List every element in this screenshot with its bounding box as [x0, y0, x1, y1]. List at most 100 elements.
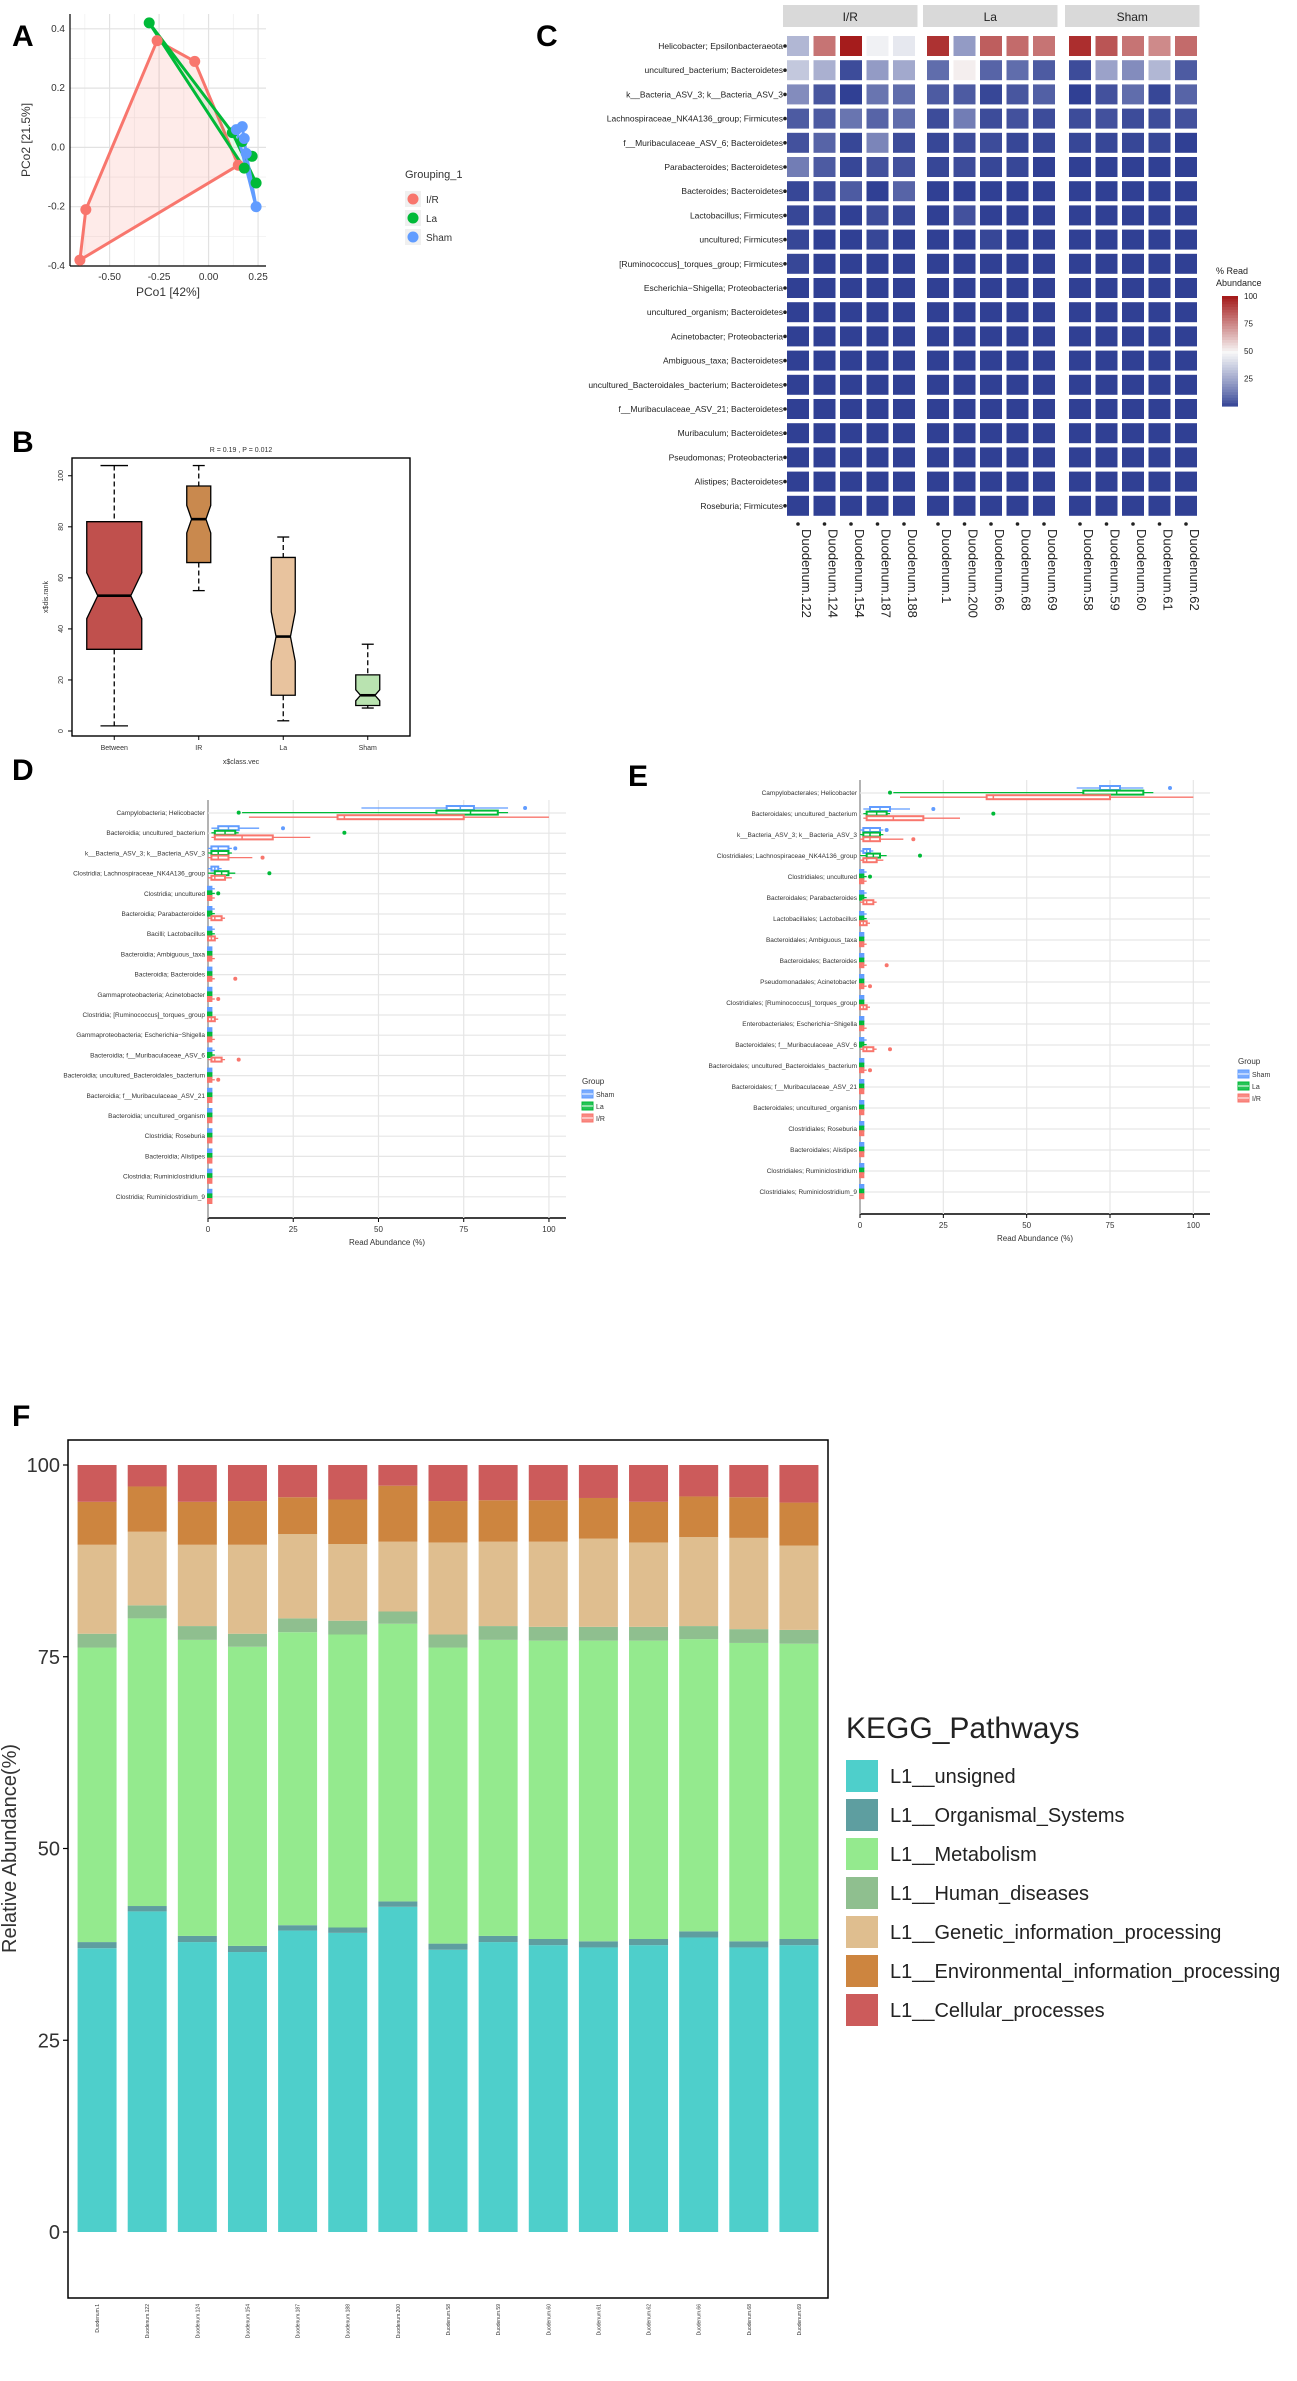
x-tick-label-0: Between	[101, 745, 128, 752]
bar-seg-13-3	[729, 1629, 769, 1643]
heat-cell-5-6	[953, 157, 976, 177]
heat-cell-15-9	[1033, 399, 1055, 419]
colorbar-step-23	[1222, 359, 1238, 363]
x-tick-label-2: 50	[374, 1225, 383, 1234]
colorbar-step-39	[1222, 403, 1238, 407]
row-label-11: Enterobacteriales; Escherichia−Shigella	[742, 1021, 857, 1028]
bar-seg-14-1	[779, 1939, 819, 1946]
colorbar-step-21	[1222, 353, 1238, 358]
heat-cell-7-6	[953, 205, 976, 226]
heat-cell-8-14	[1175, 229, 1197, 250]
y-axis-title: PCo2 [21.5%]	[19, 103, 33, 177]
legend-label-2: I/R	[596, 1116, 605, 1123]
bar-seg-2-0	[177, 1942, 217, 2232]
row-label-5: Bacteroidales; Parabacteroides	[767, 895, 858, 902]
heat-cell-18-5	[927, 471, 949, 492]
row-label-16: Muribaculum; Bacteroidetes	[678, 428, 783, 438]
row-marker-3	[783, 116, 787, 121]
heat-cell-10-9	[1033, 278, 1055, 298]
heat-cell-13-11	[1095, 350, 1118, 371]
row-marker-17	[783, 455, 787, 460]
heat-cell-3-11	[1095, 108, 1118, 129]
colorbar-step-10	[1222, 323, 1238, 327]
heat-cell-10-7	[980, 278, 1002, 298]
bar-seg-12-6	[679, 1465, 719, 1497]
box-5-2	[862, 899, 875, 906]
bar-seg-8-3	[478, 1626, 518, 1640]
box-Between	[86, 521, 143, 650]
y-tick-label-1: 20	[58, 676, 65, 684]
heat-cell-6-2	[840, 181, 862, 202]
y-tick-label-3: 0.2	[51, 83, 65, 94]
heat-cell-19-7	[980, 495, 1002, 516]
heat-cell-8-4	[893, 229, 915, 250]
row-label-11: Gammaproteobacteria; Escherichia−Shigell…	[76, 1032, 205, 1039]
row-label-5: Bacteroidia; Parabacteroides	[122, 911, 206, 918]
heat-cell-18-13	[1148, 471, 1171, 492]
bar-seg-7-6	[428, 1465, 468, 1502]
row-label-15: Bacteroidia; uncultured_organism	[108, 1113, 205, 1120]
heat-cell-17-0	[787, 447, 809, 468]
heat-cell-13-14	[1175, 350, 1197, 371]
colorbar-step-37	[1222, 397, 1238, 402]
colorbar-tick-1: 75	[1244, 320, 1253, 329]
row-marker-16	[783, 431, 787, 436]
heat-cell-13-13	[1148, 350, 1171, 371]
x-tick-label-3: Duodenum.154	[245, 2304, 251, 2338]
legend-key-4	[846, 1916, 878, 1948]
heat-cell-11-9	[1033, 302, 1055, 323]
row-marker-9	[783, 262, 787, 266]
col-marker-1-1	[962, 522, 967, 526]
bar-seg-14-3	[779, 1629, 819, 1644]
heat-cell-6-1	[813, 181, 836, 202]
heat-cell-9-4	[893, 253, 915, 274]
heat-cell-11-4	[893, 302, 915, 323]
row-marker-5	[783, 165, 787, 169]
heat-cell-14-8	[1006, 374, 1029, 395]
heat-cell-2-9	[1033, 84, 1055, 105]
x-tick-label-6: Duodenum.200	[396, 2304, 402, 2338]
strip-label-0: I/R	[843, 10, 859, 24]
x-axis-title: PCo1 [42%]	[136, 285, 200, 299]
bar-seg-4-0	[278, 1930, 318, 2232]
heat-cell-3-1	[813, 108, 836, 129]
heat-cell-7-9	[1033, 205, 1055, 226]
heat-cell-5-13	[1148, 157, 1171, 177]
heat-cell-17-8	[1006, 447, 1029, 468]
outlier-2-0	[884, 828, 889, 832]
bar-seg-13-5	[729, 1497, 769, 1538]
row-label-12: Acinetobacter; Proteobacteria	[671, 331, 783, 341]
colorbar-step-4	[1222, 307, 1238, 311]
heat-cell-19-14	[1175, 495, 1197, 516]
legend-key-2	[846, 1838, 878, 1870]
heat-cell-16-4	[893, 423, 915, 444]
outlier-0-1	[888, 790, 892, 795]
heat-cell-18-0	[787, 471, 809, 492]
heat-cell-6-11	[1095, 181, 1118, 202]
outlier-4-0	[868, 874, 872, 879]
point-I/R-1	[189, 55, 201, 67]
row-marker-11	[783, 310, 787, 315]
panel-label-e: E	[628, 760, 648, 793]
x-tick-label-9: Duodenum.60	[546, 2304, 552, 2336]
heat-cell-8-7	[980, 229, 1002, 250]
heat-cell-11-11	[1095, 302, 1118, 323]
point-La-0	[143, 17, 155, 29]
colorbar-step-11	[1222, 326, 1238, 330]
bar-seg-5-5	[328, 1499, 368, 1545]
heat-cell-1-8	[1006, 60, 1029, 81]
heat-cell-3-13	[1148, 108, 1171, 129]
col-marker-0-4	[902, 522, 906, 526]
bar-seg-13-2	[729, 1642, 769, 1942]
bar-seg-2-4	[177, 1544, 217, 1627]
row-label-7: Bacteroidia; Ambiguous_taxa	[121, 951, 206, 958]
col-label-2-2: Duodenum.60	[1134, 529, 1149, 611]
x-tick-label-4: 100	[1187, 1221, 1201, 1230]
heat-cell-2-11	[1095, 84, 1118, 105]
colorbar-step-19	[1222, 348, 1238, 352]
heat-cell-12-3	[866, 326, 889, 347]
heat-cell-3-12	[1122, 108, 1144, 129]
strip-La	[923, 5, 1058, 27]
outlier-9-0	[868, 984, 872, 989]
outlier-1-1	[342, 830, 347, 835]
